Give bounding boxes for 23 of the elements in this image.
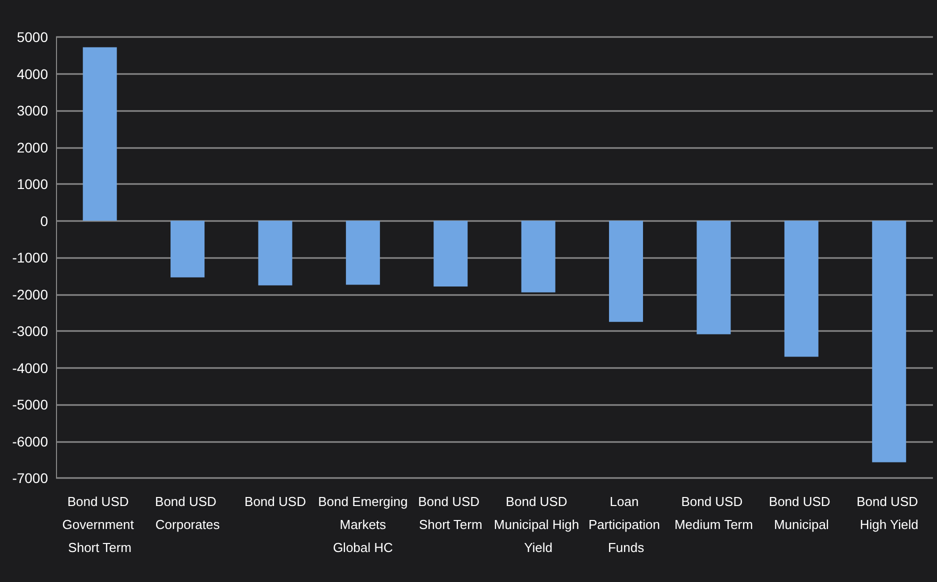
- x-tick-label: Bond USD Short Term: [418, 494, 484, 532]
- x-tick-label: Bond USD Municipal: [768, 494, 834, 532]
- x-tick-label: Bond Emerging Markets Global HC: [318, 494, 408, 555]
- y-tick-label: 2000: [16, 139, 48, 156]
- x-tick-label: Bond USD Municipal High Yield: [494, 494, 583, 555]
- y-tick-label: -7000: [12, 470, 48, 486]
- y-tick-label: -3000: [12, 323, 48, 339]
- y-tick-label: -1000: [12, 250, 48, 266]
- y-tick-label: 0: [40, 212, 48, 229]
- y-tick-label: 4000: [16, 66, 48, 82]
- y-tick-label: -2000: [12, 286, 48, 302]
- x-tick-label: Bond USD Medium Term: [674, 494, 753, 532]
- y-tick-label: 5000: [16, 29, 48, 45]
- y-tick-label: -4000: [12, 360, 48, 376]
- x-tick-label: Bond USD Corporates: [155, 494, 220, 532]
- x-tick-label: Bond USD: [244, 494, 306, 509]
- y-tick-label: 3000: [16, 102, 48, 118]
- y-tick-label: -5000: [12, 396, 48, 412]
- x-tick-label: Loan Participation Funds: [588, 494, 664, 555]
- x-tick-label: Bond USD Government Short Term: [62, 494, 138, 555]
- y-tick-label: -6000: [12, 433, 48, 450]
- y-tick-label: 1000: [16, 176, 48, 192]
- x-tick-label: Bond USD High Yield: [856, 494, 922, 532]
